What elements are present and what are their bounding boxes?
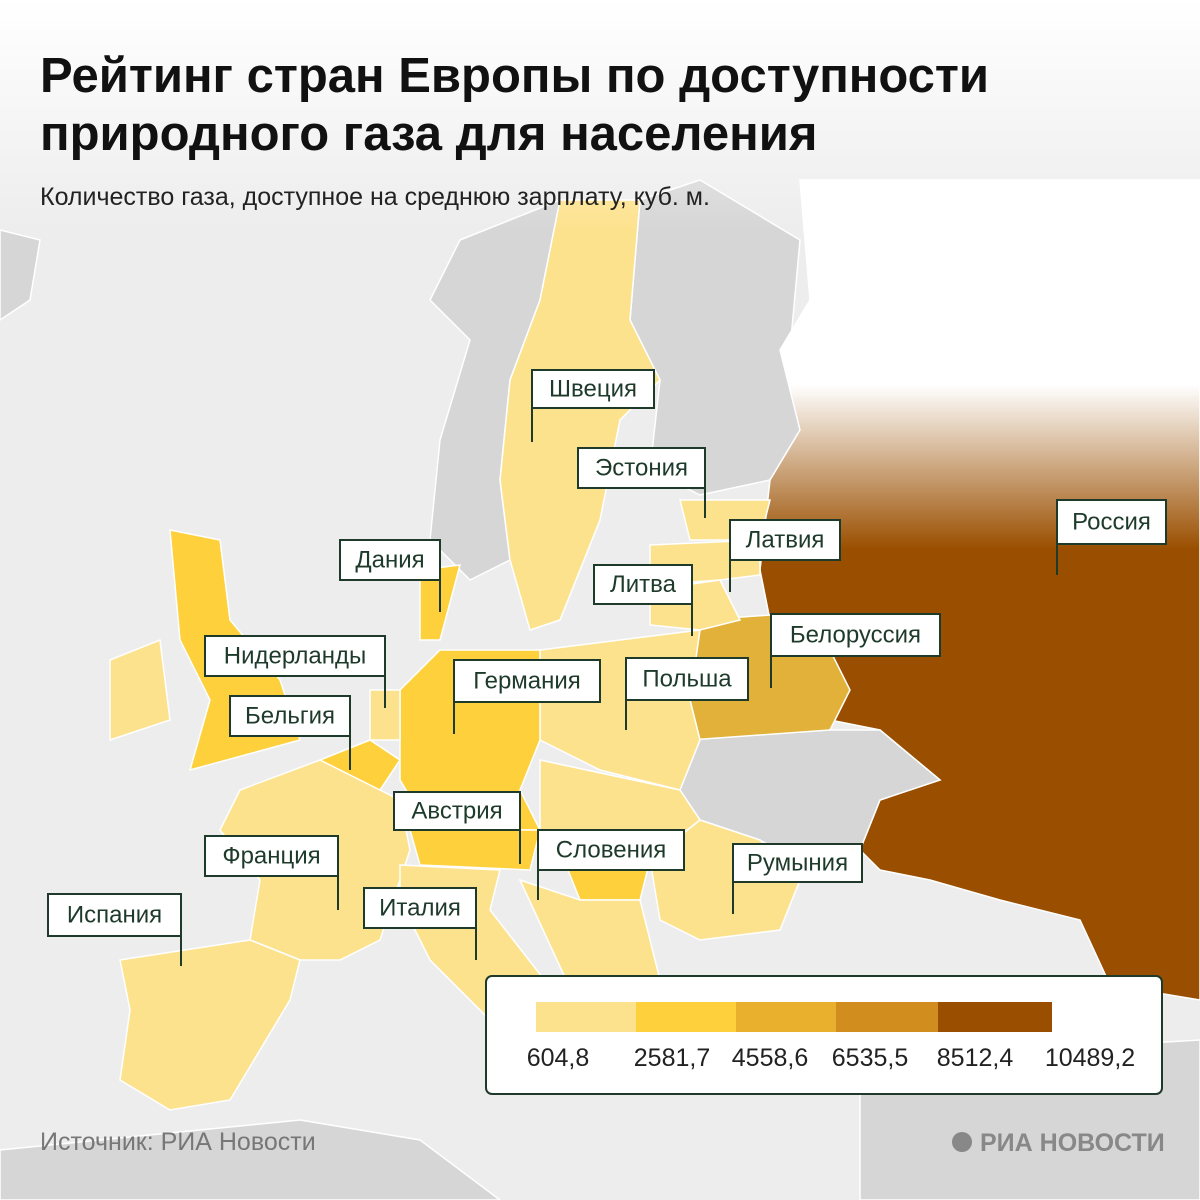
country-label: Швеция [549, 375, 637, 402]
legend-tick-label: 604,8 [527, 1044, 590, 1072]
legend-tick-label: 8512,4 [937, 1044, 1014, 1072]
country-label: Россия [1072, 508, 1151, 535]
label-box [593, 564, 693, 605]
subtitle: Количество газа, доступное на среднюю за… [40, 183, 710, 211]
country-label: Бельгия [245, 702, 335, 729]
label-box [204, 835, 339, 877]
country-label: Латвия [746, 526, 825, 553]
label-box [577, 447, 706, 489]
country-label: Нидерланды [224, 642, 366, 669]
label-box [625, 657, 749, 701]
label-box [729, 519, 841, 561]
country-label: Франция [222, 842, 320, 869]
country-label: Италия [379, 894, 461, 921]
title: Рейтинг стран Европы по доступности [40, 49, 989, 103]
top-fade [0, 0, 1200, 230]
country-label: Германия [473, 667, 581, 694]
country-label: Испания [67, 901, 162, 928]
label-box [229, 695, 351, 737]
label-box [339, 539, 441, 581]
label-box [453, 659, 601, 703]
legend-swatch [736, 1002, 836, 1032]
legend-box [485, 975, 1163, 1095]
label-box [1056, 499, 1167, 545]
label-box [732, 843, 863, 883]
legend-swatch [836, 1002, 938, 1032]
source: Источник: РИА Новости [40, 1128, 316, 1156]
legend-swatch [636, 1002, 736, 1032]
legend-swatch [536, 1002, 636, 1032]
logo-icon [952, 1132, 972, 1152]
label-box [363, 887, 477, 929]
label-box [204, 635, 386, 677]
country-label: Словения [556, 836, 666, 863]
logo: РИА НОВОСТИ [980, 1129, 1165, 1157]
label-box [537, 829, 685, 871]
country-label: Эстония [595, 454, 688, 481]
legend-tick-label: 2581,7 [634, 1044, 710, 1072]
legend-swatch [938, 1002, 1052, 1032]
labels: Швеция Эстония Латвия Россия Дания Литва Белор… [47, 369, 1167, 966]
legend-tick-label: 10489,2 [1045, 1044, 1135, 1072]
legend-tick-label: 6535,5 [832, 1044, 908, 1072]
legend-tick-label: 4558,6 [732, 1044, 808, 1072]
country-label: Литва [610, 571, 677, 598]
country-label: Австрия [411, 797, 502, 824]
label-box [531, 369, 655, 409]
country-label: Дания [355, 546, 424, 573]
country-label: Белоруссия [790, 621, 921, 648]
label-box [47, 893, 182, 937]
label-box [393, 791, 521, 831]
label-box [770, 613, 941, 657]
legend-ticks: 604,8 2581,7 4558,6 6535,5 8512,4 10489,2 [527, 1044, 1135, 1072]
country-label: Польша [642, 665, 732, 692]
country-label: Румыния [747, 849, 848, 876]
title: природного газа для населения [40, 107, 817, 161]
